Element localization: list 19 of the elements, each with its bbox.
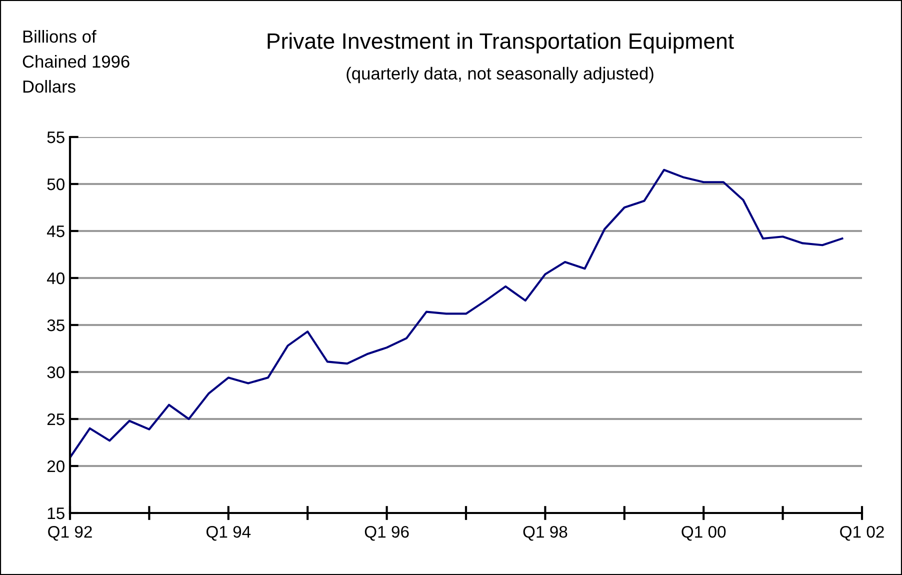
y-tick-label: 25	[47, 413, 64, 426]
chart-title: Private Investment in Transportation Equipment	[268, 32, 734, 54]
y-tick-label: 50	[47, 178, 64, 190]
y-axis-title: Billions of Chained 1996 Dollars	[22, 30, 130, 93]
y-tick-label: 15	[48, 508, 64, 520]
line-series	[70, 168, 844, 459]
x-tick-label: Q1 00	[682, 526, 726, 541]
x-tick-label: Q1 98	[523, 526, 568, 541]
chart-subtitle: (quarterly data, not seasonally adjusted)	[346, 66, 654, 84]
y-tick-label: 35	[47, 319, 64, 332]
y-tick-label: 55	[47, 132, 64, 144]
y-tick-label: 20	[47, 460, 64, 472]
y-tick-label: 45	[46, 226, 64, 238]
x-tick-label: Q1 96	[364, 526, 409, 541]
x-tick-label: Q1 92	[48, 526, 92, 541]
y-tick-label: 40	[46, 272, 64, 284]
y-tick-label: 30	[47, 366, 64, 378]
x-tick-label: Q1 94	[206, 526, 251, 541]
x-tick-label: Q1 02	[840, 526, 884, 541]
